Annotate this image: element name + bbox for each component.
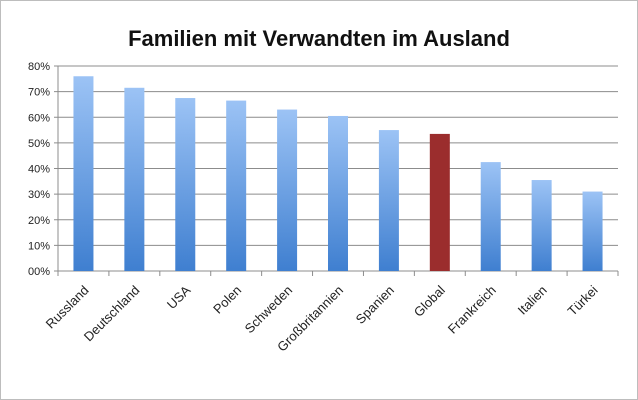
y-tick-label: 20% <box>28 215 50 227</box>
bar-usa <box>175 98 196 271</box>
x-tick-label: Frankreich <box>445 283 499 337</box>
bar-schweden <box>277 109 298 271</box>
x-tick-label: Türkei <box>565 282 601 318</box>
x-tick-label: Global <box>411 282 448 319</box>
y-tick-label: 10% <box>28 240 50 252</box>
bar-italien <box>531 180 552 271</box>
bar-deutschland <box>124 87 145 271</box>
y-tick-label: 80% <box>28 61 50 73</box>
y-tick-label: 40% <box>28 164 50 176</box>
bar-großbritannien <box>328 115 348 271</box>
x-tick-label: USA <box>164 282 194 312</box>
x-tick-label: Schweden <box>242 283 296 337</box>
bar-türkei <box>582 191 603 271</box>
bar-global <box>429 133 450 271</box>
chart-title: Familien mit Verwandten im Ausland <box>128 26 510 51</box>
bar-russland <box>73 76 94 271</box>
y-tick-label: 60% <box>28 112 50 124</box>
x-tick-label: Russland <box>43 283 92 332</box>
y-tick-label: 30% <box>28 189 50 201</box>
x-tick-label: Spanien <box>353 283 397 327</box>
bar-frankreich <box>480 162 501 271</box>
y-tick-label: 00% <box>28 266 50 278</box>
bar-spanien <box>378 130 399 271</box>
x-tick-label: Polen <box>210 283 244 317</box>
y-tick-label: 50% <box>28 138 50 150</box>
bar-polen <box>226 100 247 271</box>
y-tick-label: 70% <box>28 87 50 99</box>
x-tick-label: Italien <box>515 283 550 318</box>
